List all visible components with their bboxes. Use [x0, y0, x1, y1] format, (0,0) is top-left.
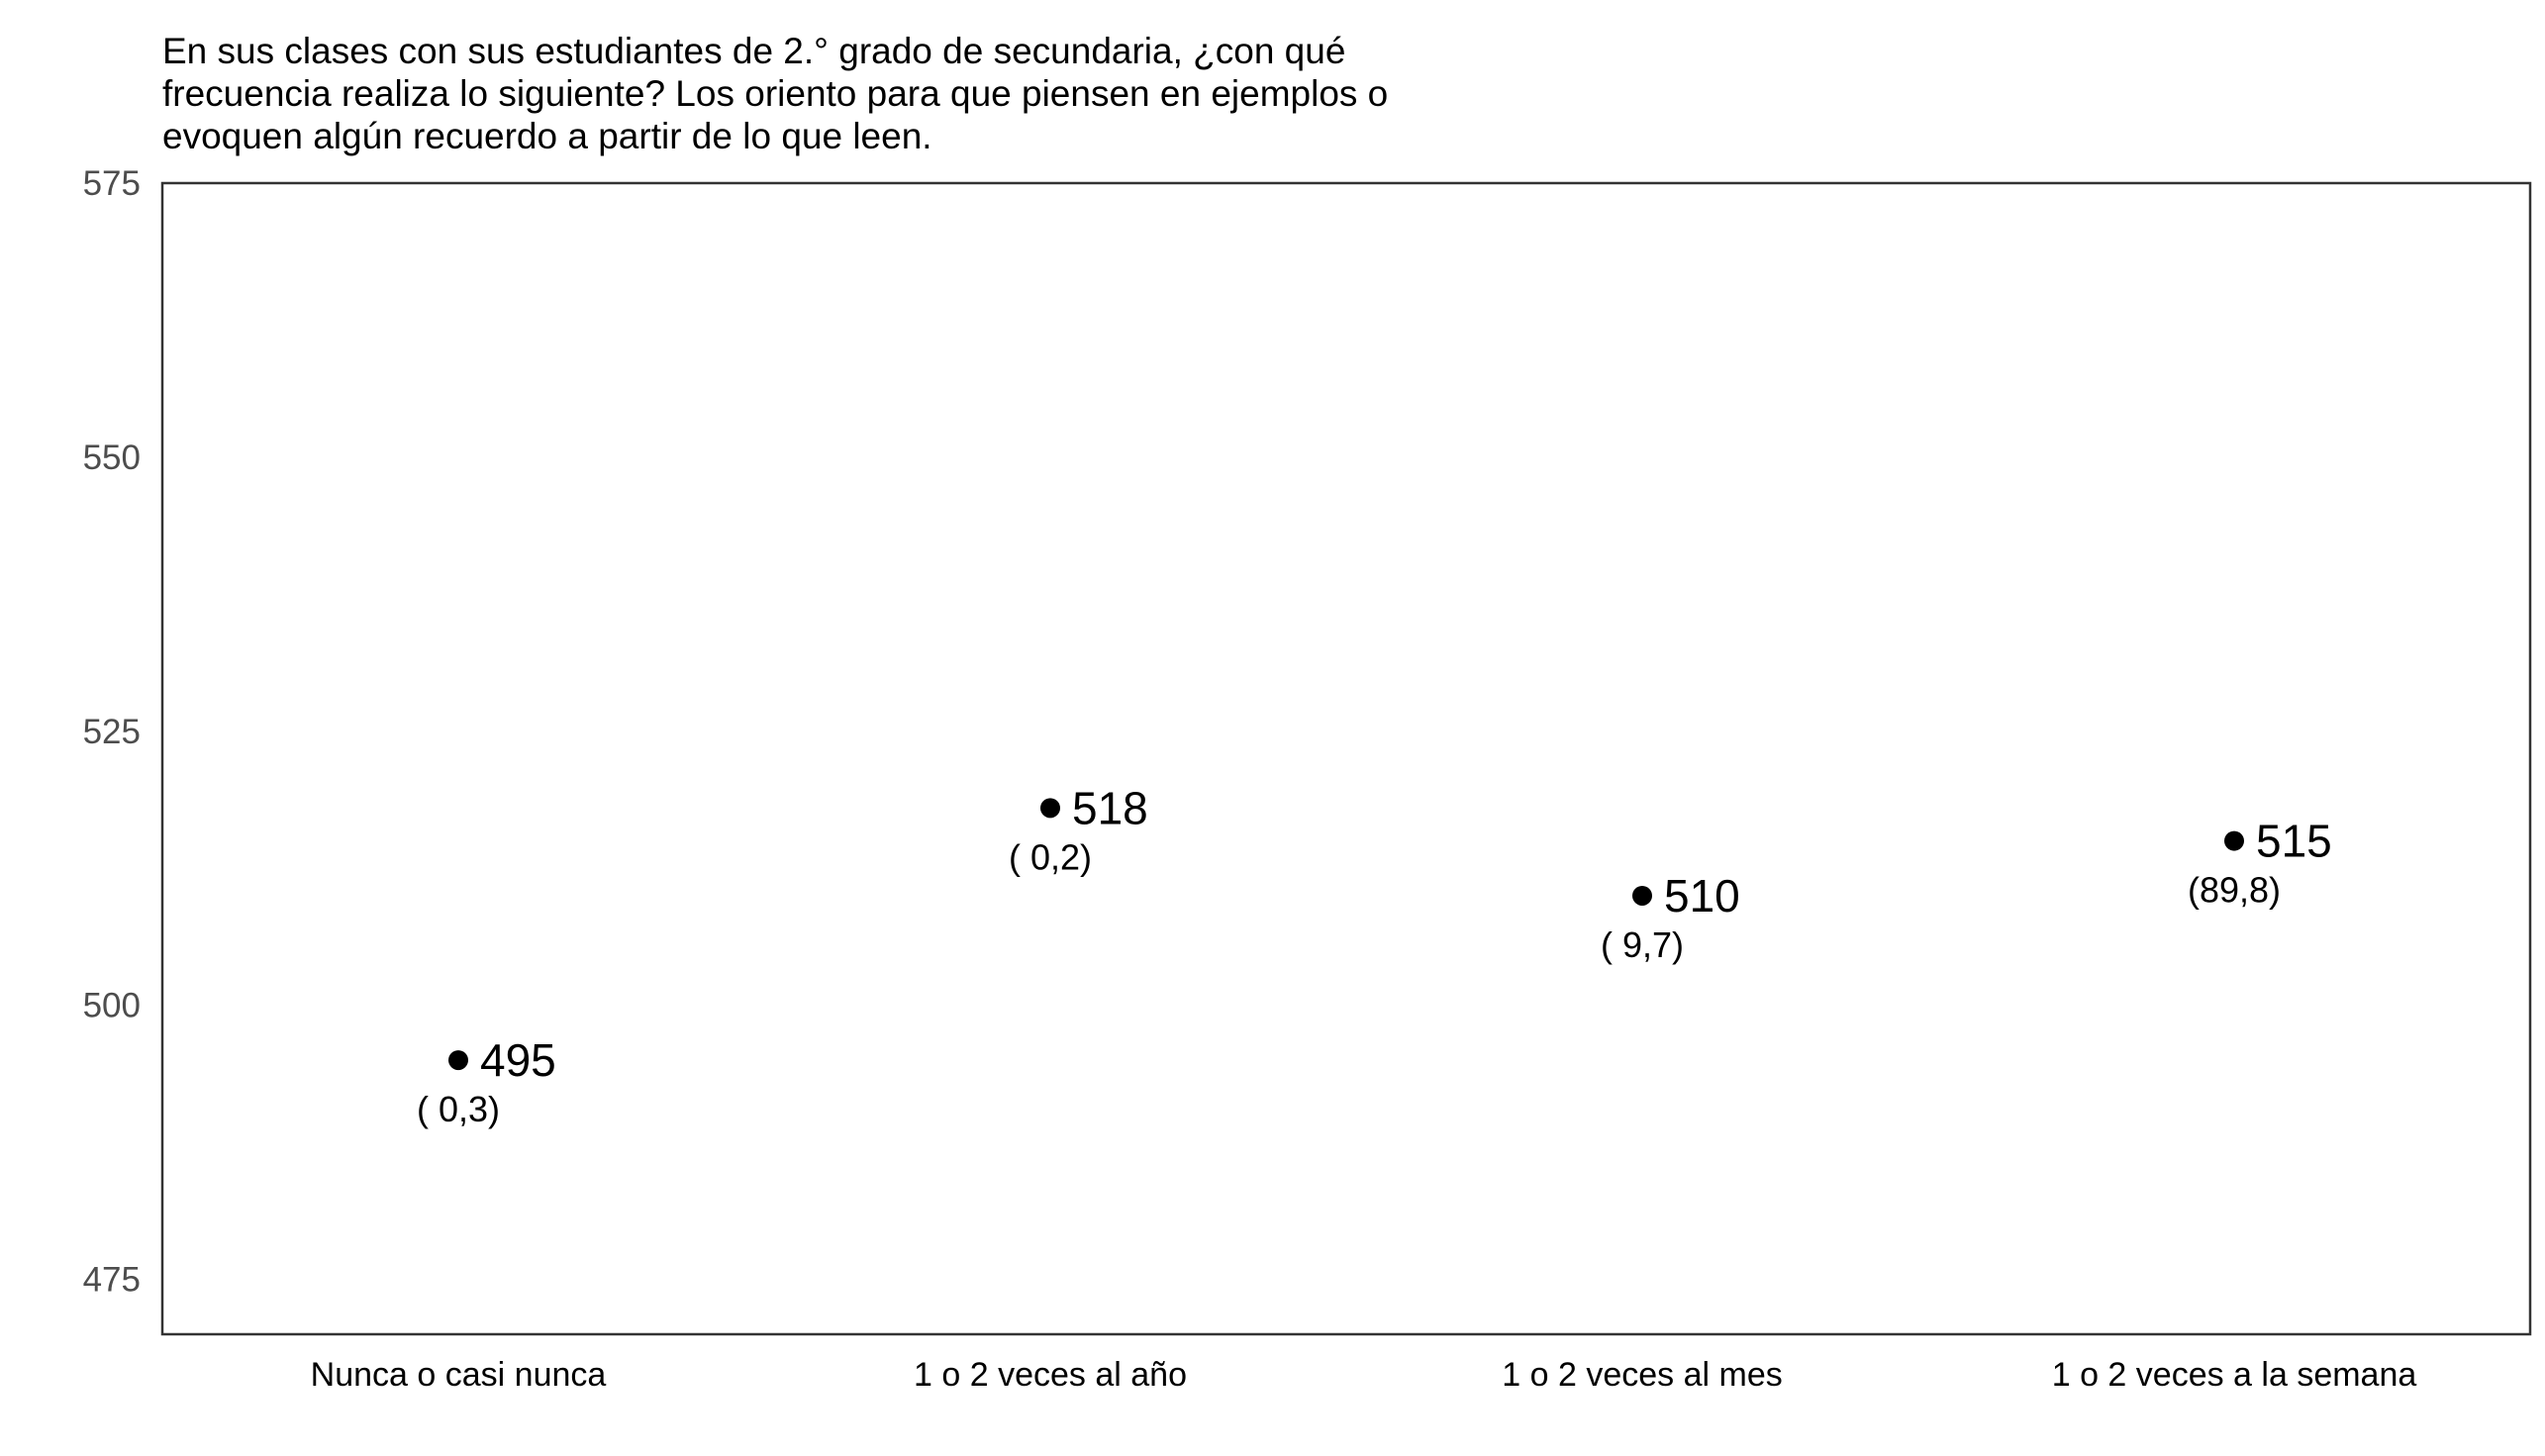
x-axis-categories: Nunca o casi nunca 1 o 2 veces al año 1 o …	[311, 1356, 2417, 1394]
data-value-label: 510	[1664, 870, 1740, 922]
x-category-label: 1 o 2 veces al mes	[1502, 1356, 1782, 1394]
y-tick-label: 500	[83, 987, 141, 1025]
chart-title-line-3: evoquen algún recuerdo a partir de lo qu…	[162, 116, 932, 156]
y-axis-ticks: 475 500 525 550 575	[83, 164, 141, 1300]
x-category-label: 1 o 2 veces a la semana	[2052, 1356, 2417, 1394]
data-value-label: 518	[1072, 782, 1148, 833]
data-percent-label: ( 9,7)	[1601, 924, 1684, 965]
chart-title-line-2: frecuencia realiza lo siguiente? Los ori…	[162, 73, 1389, 114]
data-point	[1632, 885, 1652, 906]
data-percent-label: ( 0,2)	[1009, 836, 1092, 877]
data-point	[1040, 798, 1060, 819]
x-category-label: Nunca o casi nunca	[311, 1356, 607, 1394]
y-tick-label: 475	[83, 1261, 141, 1300]
data-point	[448, 1050, 468, 1071]
y-tick-label: 550	[83, 438, 141, 477]
data-point	[2224, 830, 2244, 851]
y-tick-label: 575	[83, 164, 141, 203]
plot-panel-border	[160, 181, 2532, 1336]
data-value-label: 495	[480, 1034, 556, 1086]
chart-title-line-1: En sus clases con sus estudiantes de 2.°…	[162, 31, 1346, 71]
data-value-label: 515	[2256, 816, 2332, 867]
data-percent-label: (89,8)	[2188, 870, 2281, 911]
chart-title: En sus clases con sus estudiantes de 2.°…	[162, 30, 1647, 157]
data-points: 495( 0,3) 518( 0,2) 510( 9,7) 515(89,8)	[417, 782, 2332, 1129]
x-category-label: 1 o 2 veces al año	[914, 1356, 1187, 1394]
y-tick-label: 525	[83, 713, 141, 751]
data-percent-label: ( 0,3)	[417, 1089, 500, 1129]
